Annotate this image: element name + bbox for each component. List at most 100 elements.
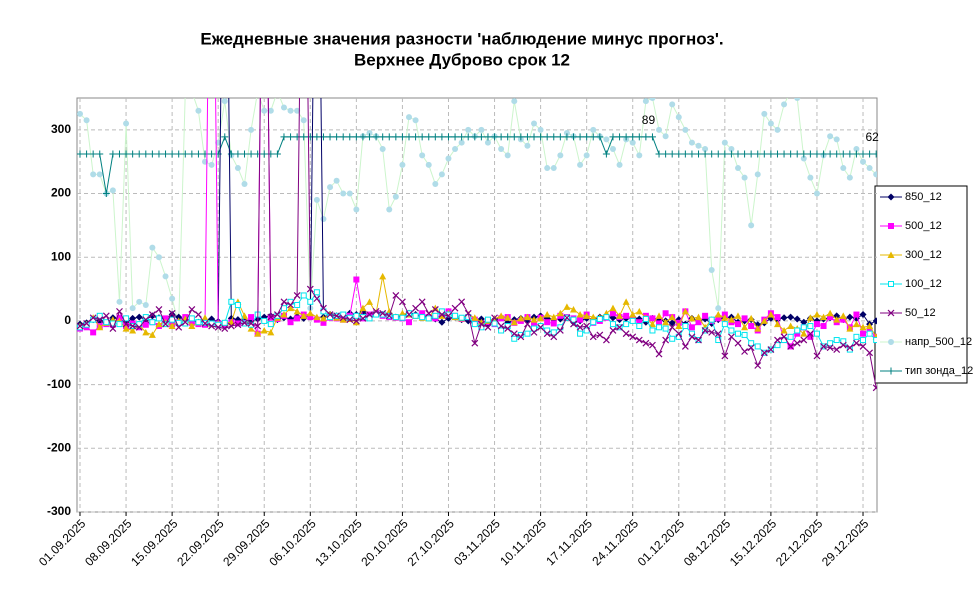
marker: [754, 362, 762, 369]
marker: [800, 155, 807, 162]
marker: [616, 323, 623, 331]
marker: [392, 133, 400, 141]
marker: [767, 346, 775, 354]
marker: [754, 343, 761, 350]
marker: [406, 310, 412, 317]
marker: [254, 322, 262, 330]
marker: [267, 150, 275, 158]
marker: [754, 171, 761, 178]
marker: [596, 331, 604, 339]
marker: [622, 330, 630, 338]
marker: [721, 139, 728, 146]
marker: [589, 133, 597, 141]
marker: [714, 330, 722, 338]
marker: [760, 349, 768, 357]
marker: [675, 322, 683, 330]
marker: [497, 312, 505, 319]
marker: [873, 171, 877, 178]
marker: [372, 133, 380, 141]
marker: [115, 150, 123, 158]
marker: [445, 312, 452, 320]
marker: [306, 309, 314, 317]
marker: [833, 136, 840, 143]
marker: [227, 322, 235, 330]
marker: [820, 342, 827, 350]
marker: [609, 327, 617, 334]
marker: [458, 298, 466, 306]
marker: [148, 311, 156, 318]
marker: [320, 319, 327, 326]
marker: [359, 314, 367, 322]
marker: [123, 120, 130, 127]
marker: [208, 322, 216, 330]
marker: [162, 320, 169, 328]
marker: [287, 133, 295, 141]
x-tick-label: 10.11.2025: [497, 516, 549, 568]
marker: [793, 150, 801, 158]
marker: [267, 328, 275, 336]
marker: [735, 321, 741, 328]
marker: [148, 150, 156, 158]
marker: [688, 139, 695, 146]
legend-label: 300_12: [905, 249, 942, 261]
marker: [221, 325, 229, 332]
marker: [668, 313, 676, 321]
marker: [887, 367, 895, 375]
marker: [833, 337, 840, 344]
marker: [201, 314, 209, 321]
marker: [109, 150, 117, 158]
marker: [168, 150, 176, 158]
marker: [602, 336, 610, 344]
marker: [155, 150, 163, 158]
marker: [787, 313, 795, 321]
marker: [471, 339, 479, 347]
marker: [261, 317, 268, 324]
marker: [175, 313, 183, 321]
marker: [432, 180, 439, 187]
marker: [840, 316, 847, 323]
marker: [609, 321, 616, 328]
marker: [412, 133, 420, 141]
marker: [116, 307, 123, 315]
marker: [333, 312, 341, 320]
marker: [89, 150, 97, 158]
marker: [774, 314, 781, 321]
marker: [142, 150, 150, 158]
marker: [182, 320, 189, 327]
marker: [77, 322, 84, 330]
marker: [741, 150, 749, 158]
marker: [872, 317, 877, 325]
marker: [767, 120, 774, 127]
marker: [866, 150, 874, 158]
marker: [556, 133, 564, 141]
marker: [326, 133, 334, 141]
marker: [96, 171, 103, 178]
marker: [379, 145, 386, 152]
marker: [767, 311, 775, 318]
marker: [589, 313, 597, 321]
marker: [326, 311, 334, 318]
marker: [887, 193, 895, 201]
marker: [405, 311, 413, 318]
marker: [701, 327, 709, 334]
marker: [320, 304, 327, 312]
y-tick-label: -200: [47, 440, 71, 454]
marker: [287, 304, 295, 312]
marker: [241, 319, 248, 327]
marker: [293, 307, 301, 315]
marker: [438, 318, 446, 326]
marker: [306, 285, 314, 293]
marker: [826, 150, 834, 158]
marker: [445, 311, 452, 318]
marker: [83, 150, 91, 158]
marker: [155, 306, 163, 313]
marker: [504, 325, 512, 332]
marker: [248, 126, 255, 133]
marker: [431, 304, 439, 312]
marker: [543, 311, 551, 318]
marker: [695, 336, 702, 344]
marker: [366, 311, 373, 318]
marker: [221, 133, 229, 141]
marker: [451, 133, 459, 141]
marker: [122, 150, 130, 158]
